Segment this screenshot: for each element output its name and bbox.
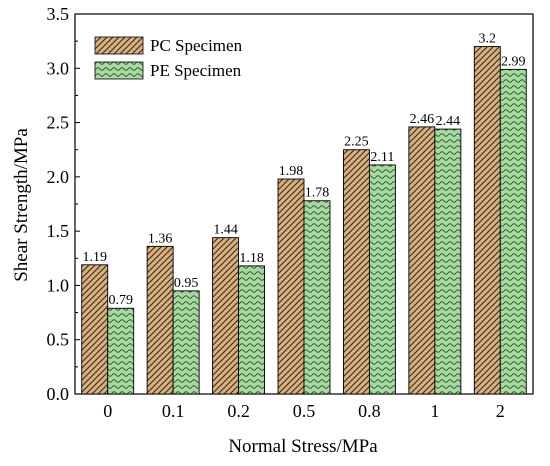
legend-label-pc: PC Specimen [150,36,243,55]
x-tick-label: 2 [496,401,505,421]
bar-value-label: 1.36 [148,231,173,246]
legend-swatch-pe [94,61,144,80]
bar-pc-specimen [212,237,240,395]
bar-value-labels: 1.19 1.36 1.44 1.98 2.25 2.46 3.2 0.79 0.95 1.18 1… [82,32,525,309]
y-tick-label: 2.0 [47,167,70,187]
bar-value-label: 2.99 [501,54,526,69]
bar-value-label: 0.95 [174,276,199,291]
bar-pc-specimen [473,46,501,395]
bar-value-label: 1.18 [239,251,264,266]
axes: 0.0 0.5 1.0 1.5 2.0 2.5 3.0 3.5 0 0.1 0.2 0.5 0.8 1 2 [47,4,534,421]
bar-pe-specimen [303,200,331,395]
bars [81,46,527,395]
bar-value-label: 3.2 [479,32,497,47]
legend-label-pe: PE Specimen [150,61,242,80]
bar-pe-specimen [172,290,200,395]
y-tick-label: 2.5 [47,113,70,133]
bar-value-label: 1.19 [82,250,107,265]
x-tick-label: 0.1 [162,401,185,421]
bar-value-label: 2.11 [370,150,394,165]
y-tick-label: 1.0 [47,275,70,295]
bar-value-label: 2.25 [344,135,369,150]
legend-swatch-pc [94,36,144,55]
bar-value-label: 2.44 [436,114,461,129]
bar-pe-specimen [499,68,527,395]
bar-pc-specimen [146,245,174,395]
bar-value-label: 0.79 [108,293,133,308]
bar-value-label: 2.46 [410,112,435,127]
bar-value-label: 1.98 [279,164,304,179]
bar-pc-specimen [277,178,305,395]
y-tick-label: 1.5 [47,221,70,241]
bar-pc-specimen [342,149,370,395]
bar-pe-specimen [368,164,396,395]
x-tick-label: 0 [103,401,112,421]
x-tick-label: 0.8 [358,401,381,421]
y-tick-label: 0.0 [47,384,70,404]
x-tick-label: 0.5 [293,401,316,421]
bar-pe-specimen [238,265,266,395]
x-axis-title: Normal Stress/MPa [228,436,378,457]
bar-pc-specimen [81,264,109,395]
bar-pe-specimen [107,307,135,395]
x-tick-label: 1 [430,401,439,421]
bar-pe-specimen [434,128,462,395]
x-tick-label: 0.2 [227,401,250,421]
bar-value-label: 1.44 [213,223,238,238]
y-axis-title: Shear Strength/MPa [11,128,32,282]
y-tick-label: 3.0 [47,58,70,78]
bar-value-label: 1.78 [305,186,330,201]
y-tick-label: 0.5 [47,330,70,350]
bar-pc-specimen [408,126,436,395]
legend: PC Specimen PE Specimen [94,36,243,80]
y-tick-label: 3.5 [47,4,70,24]
